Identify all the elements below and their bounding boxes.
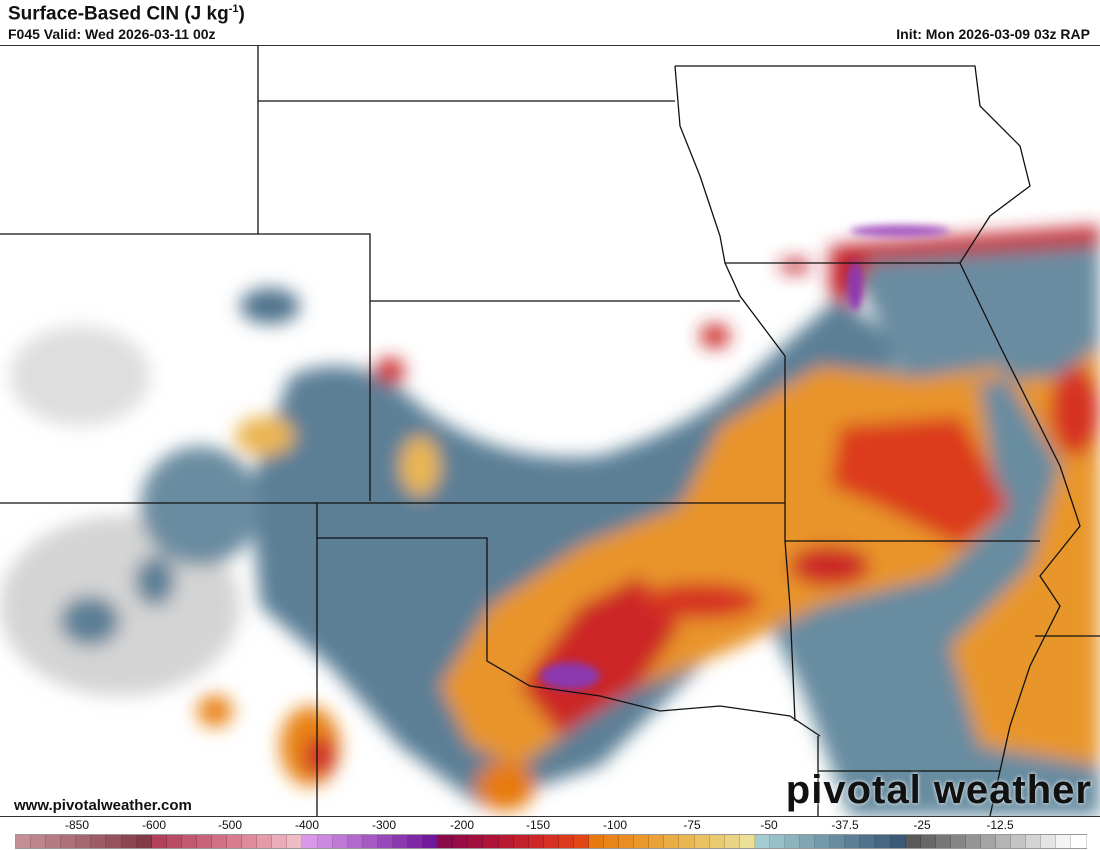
colorbar-swatch xyxy=(604,835,620,848)
colorbar-swatch xyxy=(392,835,409,848)
colorbar-swatch xyxy=(588,835,605,848)
colorbar-swatch xyxy=(815,835,831,848)
colorbar-swatch xyxy=(377,835,393,848)
colorbar-swatch xyxy=(664,835,680,848)
colorbar-swatch xyxy=(1056,835,1072,848)
colorbar-swatch xyxy=(196,835,213,848)
colorbar-tick-label: -100 xyxy=(602,818,628,832)
colorbar-swatch xyxy=(181,835,197,848)
colorbar-swatch xyxy=(151,835,167,848)
map-title: Surface-Based CIN (J kg-1) xyxy=(8,3,245,25)
colorbar-swatch xyxy=(106,835,122,848)
colorbar-swatch xyxy=(166,835,182,848)
colorbar-swatch xyxy=(1011,835,1027,848)
colorbar-swatch xyxy=(905,835,921,848)
title-text: Surface-Based CIN (J kg xyxy=(8,3,229,25)
colorbar-swatch xyxy=(890,835,906,848)
colorbar-swatch xyxy=(543,835,559,848)
cin-field xyxy=(0,226,1100,816)
colorbar-tick-label: -50 xyxy=(760,818,778,832)
colorbar-swatch xyxy=(739,835,755,848)
colorbar-swatch xyxy=(965,835,981,848)
colorbar-swatch xyxy=(935,835,951,848)
colorbar-tick-label: -600 xyxy=(141,818,167,832)
colorbar-swatch xyxy=(272,835,288,848)
colorbar-tick-label: -75 xyxy=(683,818,701,832)
colorbar-swatch xyxy=(136,835,152,848)
colorbar-swatch xyxy=(468,835,484,848)
colorbar-swatch xyxy=(996,835,1012,848)
colorbar-tick-label: -500 xyxy=(217,818,243,832)
colorbar-tick-label: -150 xyxy=(525,818,551,832)
cin-map xyxy=(0,45,1100,817)
colorbar-swatch xyxy=(649,835,665,848)
colorbar-swatch xyxy=(61,835,77,848)
colorbar-swatch xyxy=(46,835,62,848)
colorbar-swatch xyxy=(709,835,725,848)
colorbar-swatch xyxy=(1071,835,1087,848)
colorbar-swatch xyxy=(981,835,997,848)
colorbar-swatch xyxy=(31,835,47,848)
website-url: www.pivotalweather.com xyxy=(14,797,192,814)
colorbar-swatch xyxy=(769,835,785,848)
colorbar-swatch xyxy=(362,835,378,848)
colorbar-swatch xyxy=(423,835,439,848)
init-time: Init: Mon 2026-03-09 03z RAP xyxy=(896,26,1090,42)
colorbar-swatch xyxy=(528,835,544,848)
colorbar-swatch xyxy=(513,835,529,848)
colorbar-swatch xyxy=(754,835,770,848)
colorbar-swatch xyxy=(724,835,740,848)
colorbar-swatch xyxy=(347,835,363,848)
colorbar-swatch xyxy=(483,835,499,848)
title-unit-exponent: -1 xyxy=(228,3,239,15)
colorbar-swatch xyxy=(830,835,846,848)
colorbar-swatch xyxy=(920,835,936,848)
colorbar-swatch xyxy=(679,835,695,848)
pivotal-weather-logo: pivotal weather xyxy=(785,768,1092,812)
colorbar-swatch xyxy=(212,835,228,848)
colorbar-swatch xyxy=(694,835,710,848)
colorbar-swatch xyxy=(1026,835,1042,848)
colorbar-swatch xyxy=(860,835,876,848)
colorbar-swatch xyxy=(800,835,816,848)
colorbar-swatch xyxy=(121,835,137,848)
colorbar-tick-label: -12.5 xyxy=(986,818,1014,832)
colorbar xyxy=(15,834,1087,849)
colorbar-swatch xyxy=(619,835,635,848)
colorbar-swatch xyxy=(408,835,424,848)
colorbar-swatch xyxy=(317,835,333,848)
title-close: ) xyxy=(238,3,245,25)
colorbar-swatch xyxy=(332,835,348,848)
colorbar-swatch xyxy=(287,835,303,848)
valid-time: F045 Valid: Wed 2026-03-11 00z xyxy=(8,26,216,42)
colorbar-swatch xyxy=(558,835,574,848)
colorbar-swatch xyxy=(634,835,650,848)
colorbar-swatch xyxy=(573,835,589,848)
colorbar-swatch xyxy=(1041,835,1057,848)
colorbar-tick-label: -200 xyxy=(449,818,475,832)
state-borders xyxy=(0,46,1100,816)
colorbar-swatch xyxy=(302,835,318,848)
colorbar-swatch xyxy=(875,835,891,848)
cin-core xyxy=(540,225,950,690)
colorbar-swatch xyxy=(438,835,454,848)
colorbar-tick-label: -400 xyxy=(294,818,320,832)
colorbar-swatch xyxy=(227,835,243,848)
colorbar-tick-label: -300 xyxy=(371,818,397,832)
colorbar-swatch xyxy=(845,835,861,848)
colorbar-tick-label: -37.5 xyxy=(831,818,859,832)
colorbar-swatch xyxy=(242,835,258,848)
colorbar-swatch xyxy=(453,835,469,848)
colorbar-swatch xyxy=(784,835,801,848)
colorbar-swatch xyxy=(16,835,32,848)
colorbar-tick-label: -25 xyxy=(913,818,931,832)
colorbar-swatch xyxy=(91,835,107,848)
colorbar-swatch xyxy=(950,835,966,848)
colorbar-swatch xyxy=(498,835,514,848)
colorbar-swatch xyxy=(76,835,92,848)
colorbar-tick-label: -850 xyxy=(64,818,90,832)
colorbar-swatch xyxy=(257,835,273,848)
